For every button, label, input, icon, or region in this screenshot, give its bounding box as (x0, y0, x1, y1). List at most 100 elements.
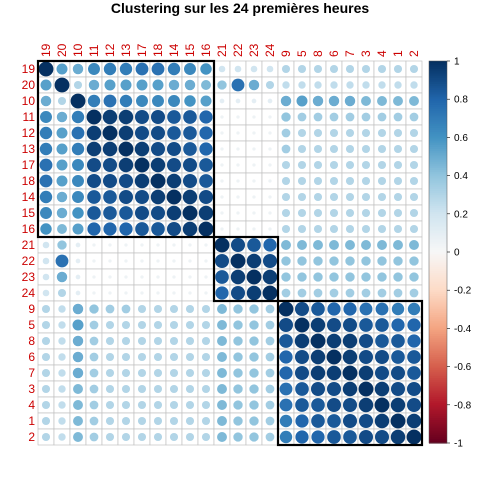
colorbar-segment (429, 280, 447, 284)
correlation-circle (217, 304, 227, 314)
correlation-circle (169, 352, 179, 362)
row-label: 13 (22, 142, 36, 156)
row-label: 22 (22, 254, 36, 268)
correlation-circle (377, 272, 387, 282)
colorbar-segment (429, 387, 447, 391)
correlation-circle (358, 365, 374, 381)
correlation-circle (268, 211, 272, 215)
correlation-circle (409, 160, 419, 170)
correlation-circle (294, 333, 310, 349)
correlation-circle (121, 400, 131, 410)
correlation-circle (134, 109, 150, 125)
colorbar-segment (429, 253, 447, 257)
correlation-circle (390, 429, 406, 445)
correlation-circle (236, 163, 240, 167)
correlation-circle (374, 429, 390, 445)
correlation-circle (108, 259, 112, 263)
correlation-circle (169, 400, 179, 410)
correlation-circle (246, 285, 262, 301)
correlation-circle (39, 174, 53, 188)
correlation-circle (199, 126, 213, 140)
correlation-circle (86, 173, 102, 189)
correlation-circle (156, 259, 160, 263)
colorbar-segment (429, 225, 447, 228)
correlation-circle (359, 302, 373, 316)
correlation-circle (346, 81, 354, 89)
row-label: 11 (23, 110, 36, 124)
colorbar-segment (429, 406, 447, 410)
correlation-circle (345, 128, 355, 138)
row-label: 7 (28, 366, 35, 380)
correlation-circle (407, 366, 421, 380)
correlation-circle (361, 128, 371, 138)
correlation-circle (345, 224, 355, 234)
correlation-circle (72, 207, 84, 219)
correlation-circle (312, 95, 324, 107)
colorbar-segment (429, 322, 447, 326)
colorbar-segment (429, 112, 447, 116)
correlation-circle (233, 432, 243, 442)
correlation-circle (375, 318, 389, 332)
correlation-circle (71, 142, 85, 156)
correlation-circle (105, 304, 115, 314)
correlation-circle (391, 350, 405, 364)
correlation-circle (342, 413, 358, 429)
correlation-circle (409, 176, 419, 186)
colorbar-segment (429, 381, 447, 385)
colorbar-segment (429, 288, 447, 291)
row-label: 16 (22, 222, 36, 236)
colorbar-segment (429, 276, 447, 280)
correlation-circle (310, 349, 326, 365)
column-label: 21 (215, 43, 229, 57)
colorbar-segment (429, 248, 447, 251)
correlation-circle (58, 417, 66, 425)
correlation-circle (217, 80, 227, 90)
correlation-circle (247, 238, 261, 252)
column-label: 22 (231, 43, 245, 57)
colorbar-segment (429, 385, 447, 389)
correlation-circle (167, 126, 181, 140)
colorbar-segment (429, 271, 447, 274)
correlation-circle (231, 78, 245, 92)
column-label: 17 (135, 43, 149, 57)
correlation-circle (313, 192, 323, 202)
correlation-circle (361, 64, 371, 74)
correlation-circle (233, 320, 243, 330)
correlation-circle (102, 157, 118, 173)
correlation-circle (359, 318, 373, 332)
correlation-circle (246, 269, 262, 285)
colorbar-segment (429, 101, 447, 104)
correlation-circle (150, 157, 166, 173)
correlation-circle (268, 227, 272, 231)
correlation-circle (39, 158, 53, 172)
correlation-circle (393, 64, 403, 74)
correlation-circle (390, 365, 406, 381)
colorbar-segment (429, 211, 447, 215)
correlation-circle (201, 416, 211, 426)
correlation-circle (201, 80, 211, 90)
correlation-circle (220, 147, 224, 151)
correlation-circle (297, 288, 307, 298)
correlation-circle (137, 320, 147, 330)
correlation-circle (169, 368, 179, 378)
colorbar-segment (429, 337, 447, 341)
colorbar-segment (429, 332, 447, 335)
correlation-circle (377, 256, 387, 266)
correlation-circle (265, 432, 275, 442)
correlation-circle (185, 336, 195, 346)
correlation-circle (201, 304, 211, 314)
correlation-circle (236, 227, 240, 231)
colorbar-segment (429, 410, 447, 414)
correlation-circle (393, 96, 403, 106)
correlation-circle (377, 208, 387, 218)
correlation-circle (217, 384, 227, 394)
colorbar-segment (429, 421, 447, 425)
colorbar-segment (429, 339, 447, 343)
correlation-circle (329, 272, 339, 282)
correlation-circle (252, 147, 256, 151)
correlation-circle (42, 289, 50, 297)
correlation-circle (105, 352, 115, 362)
correlation-circle (182, 205, 198, 221)
colorbar-segment (429, 269, 447, 272)
correlation-circle (393, 176, 403, 186)
